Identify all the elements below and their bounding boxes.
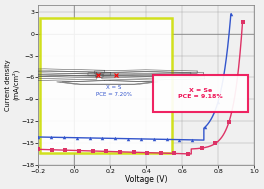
Text: X = Se
PCE = 9.18%: X = Se PCE = 9.18% bbox=[178, 88, 223, 99]
X-axis label: Voltage (V): Voltage (V) bbox=[125, 175, 167, 184]
Bar bbox=[40, 18, 172, 153]
Bar bbox=[153, 75, 248, 112]
Y-axis label: Current density
(mA/cm²): Current density (mA/cm²) bbox=[5, 59, 20, 111]
Text: X = S
PCE = 7.20%: X = S PCE = 7.20% bbox=[96, 85, 132, 97]
